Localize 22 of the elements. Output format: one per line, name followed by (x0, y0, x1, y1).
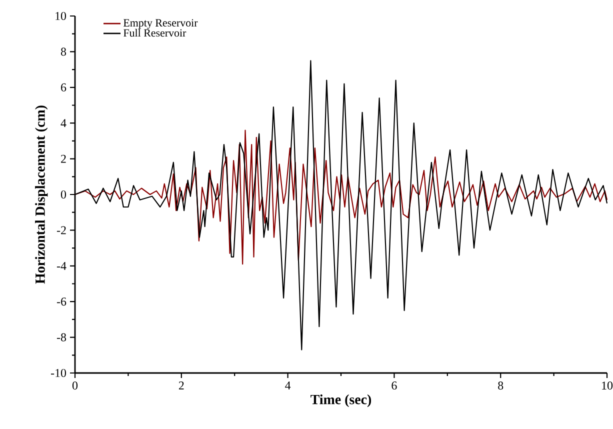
line-series (74, 130, 608, 265)
y-tick-label: -10 (50, 368, 66, 378)
legend-label: Full Reservoir (124, 28, 186, 37)
y-tick-label: -6 (56, 298, 66, 306)
y-axis-title: Horizontal Displacement (cm) (35, 106, 48, 284)
y-tick-label: -2 (56, 226, 66, 234)
x-tick-label: 4 (285, 382, 291, 390)
y-tick-label: 2 (61, 154, 66, 163)
legend-label: Empty Reservoir (124, 19, 198, 29)
y-tick-label: -8 (56, 333, 66, 342)
x-tick-label: 8 (498, 382, 504, 390)
y-tick-label: 6 (61, 83, 66, 92)
y-tick-label: 8 (60, 48, 66, 56)
x-tick-label: 0 (72, 382, 78, 390)
y-tick-label: 4 (60, 119, 66, 128)
y-tick-label: -4 (56, 262, 66, 270)
x-axis-title: Time (sec) (310, 394, 372, 408)
y-tick-label: 10 (56, 12, 66, 20)
x-tick-label: 6 (392, 382, 397, 390)
y-tick-label: 0 (60, 190, 66, 199)
x-tick-label: 2 (178, 382, 184, 390)
x-tick-label: 10 (602, 382, 613, 390)
